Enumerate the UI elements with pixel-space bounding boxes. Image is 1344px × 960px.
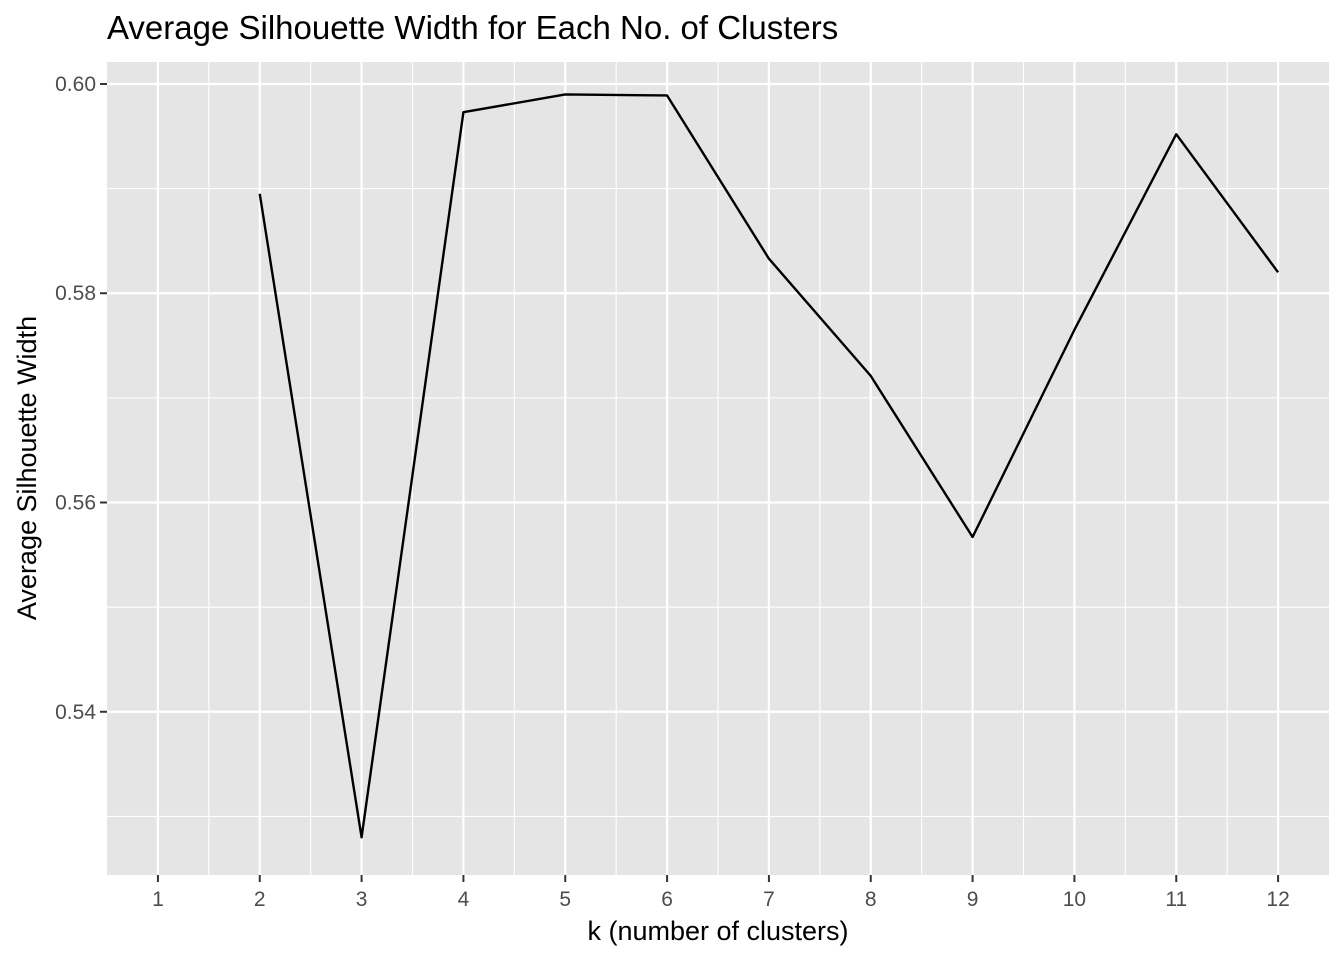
x-tick-label: 7 bbox=[763, 888, 775, 911]
x-tick-label: 9 bbox=[967, 888, 979, 911]
x-tick-label: 1 bbox=[152, 888, 164, 911]
x-tick-label: 8 bbox=[865, 888, 877, 911]
y-tick-label: 0.54 bbox=[55, 701, 96, 724]
x-axis: 1 2 3 4 5 6 7 8 9 10 11 12 bbox=[152, 875, 1290, 911]
x-tick-label: 5 bbox=[559, 888, 571, 911]
y-axis: 0.54 0.56 0.58 0.60 bbox=[55, 73, 107, 724]
y-tick-label: 0.60 bbox=[55, 73, 96, 96]
x-tick-label: 12 bbox=[1266, 888, 1289, 911]
y-axis-title: Average Silhouette Width bbox=[12, 316, 42, 620]
grid-major bbox=[107, 62, 1329, 875]
series-layer bbox=[258, 93, 1280, 839]
grid-minor bbox=[107, 62, 1329, 875]
chart-title: Average Silhouette Width for Each No. of… bbox=[107, 9, 838, 46]
x-tick-label: 3 bbox=[356, 888, 368, 911]
x-tick-label: 2 bbox=[254, 888, 266, 911]
y-tick-label: 0.56 bbox=[55, 492, 96, 515]
x-tick-label: 10 bbox=[1063, 888, 1086, 911]
y-tick-label: 0.58 bbox=[55, 282, 96, 305]
x-tick-label: 6 bbox=[661, 888, 673, 911]
x-axis-title: k (number of clusters) bbox=[587, 916, 848, 946]
x-tick-label: 11 bbox=[1165, 888, 1187, 911]
x-tick-label: 4 bbox=[458, 888, 470, 911]
